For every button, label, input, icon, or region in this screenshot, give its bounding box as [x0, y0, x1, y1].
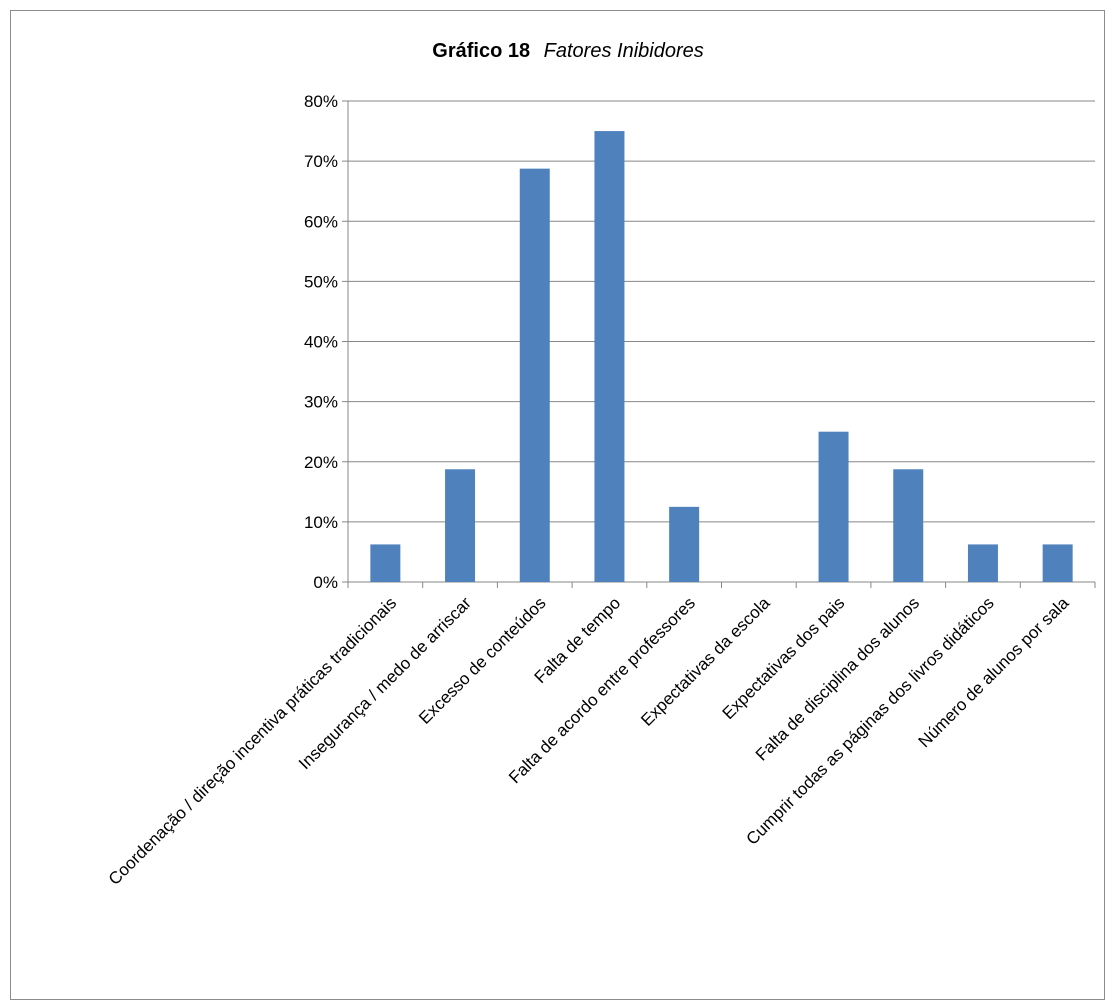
- y-tick-labels: 0% 10% 20% 30% 40% 50% 60% 70% 80%: [304, 92, 338, 592]
- x-category-label: Excesso de conteúdos: [415, 593, 549, 727]
- y-tick-label: 20%: [304, 453, 338, 472]
- bar: [370, 544, 401, 582]
- y-tick-label: 10%: [304, 513, 338, 532]
- bar: [519, 168, 550, 582]
- bar: [818, 431, 849, 582]
- bar: [445, 469, 476, 582]
- x-category-label: Número de alunos por sala: [915, 593, 1073, 751]
- bar: [669, 506, 700, 582]
- bar: [594, 131, 625, 582]
- bar: [967, 544, 998, 582]
- bar: [893, 469, 924, 582]
- chart-subtitle: Fatores Inibidores: [543, 40, 704, 62]
- bar: [1042, 544, 1073, 582]
- bars: [370, 131, 1073, 582]
- x-category-labels: Coordenação / direção incentiva práticas…: [105, 593, 1073, 889]
- y-tick-label: 30%: [304, 393, 338, 412]
- y-tick-label: 70%: [304, 152, 338, 171]
- x-category-label: Expectativas dos pais: [719, 593, 849, 723]
- y-tick-label: 60%: [304, 212, 338, 231]
- y-tick-label: 50%: [304, 272, 338, 291]
- chart-title-main: Gráfico 18: [432, 40, 531, 62]
- y-tick-label: 0%: [313, 573, 338, 592]
- x-category-label: Expectativas da escola: [637, 593, 774, 730]
- chart-title: Gráfico 18 Fatores Inibidores: [0, 40, 1111, 63]
- gridlines: [348, 100, 1095, 523]
- x-category-label: Coordenação / direção incentiva práticas…: [105, 593, 400, 888]
- y-tick-label: 80%: [304, 92, 338, 111]
- y-tick-label: 40%: [304, 333, 338, 352]
